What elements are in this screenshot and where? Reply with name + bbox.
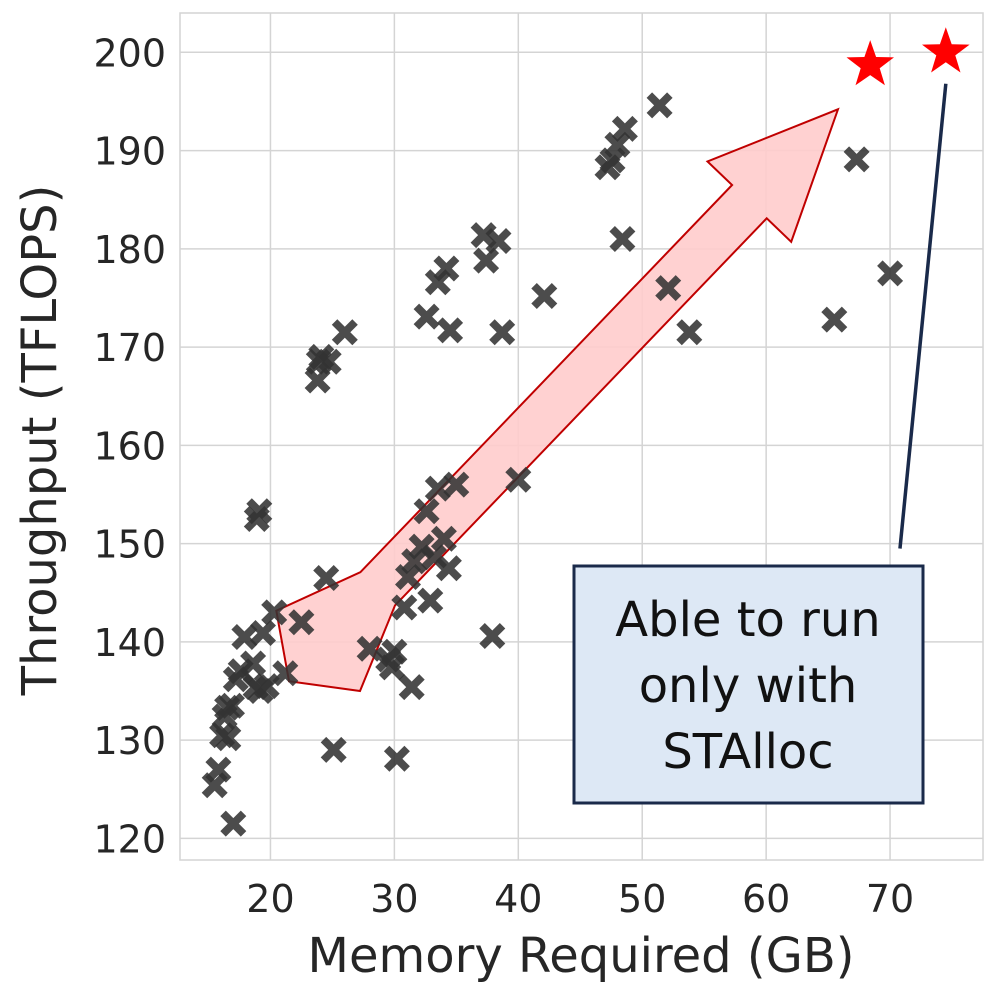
data-point-x-marker [413, 498, 440, 525]
data-point-x-marker [413, 303, 440, 330]
y-tick-labels: 120 130 140 150 160 170 180 190 200 [93, 31, 166, 861]
data-point-x-marker [430, 525, 457, 552]
data-point-x-marker [320, 736, 347, 763]
star-marker [846, 40, 894, 86]
y-tick-label: 190 [93, 130, 166, 174]
data-point-x-marker [331, 319, 358, 346]
data-point-x-marker [395, 564, 421, 590]
data-point-x-marker [250, 620, 276, 646]
data-point-x-marker [288, 609, 315, 636]
y-tick-label: 200 [93, 31, 166, 75]
data-point-x-marker [821, 306, 848, 333]
data-point-x-marker [383, 745, 410, 772]
data-point-x-marker [401, 548, 428, 575]
data-point-x-marker [315, 348, 342, 375]
y-tick-label: 140 [93, 621, 166, 665]
x-tick-label: 60 [742, 877, 790, 921]
data-point-x-marker [646, 92, 673, 119]
x-tick-label: 40 [494, 877, 542, 921]
x-axis-title: Memory Required (GB) [308, 928, 855, 984]
x-tick-label: 70 [866, 877, 914, 921]
y-tick-label: 150 [93, 523, 166, 567]
data-point-x-marker [219, 692, 245, 719]
data-point-x-marker [391, 594, 418, 621]
data-point-x-marker [424, 475, 451, 502]
data-point-x-marker [485, 228, 512, 254]
data-points [201, 92, 904, 837]
annotation-text-line: STAlloc [662, 724, 833, 780]
y-tick-label: 180 [93, 228, 166, 272]
data-point-x-marker [205, 756, 232, 783]
data-point-x-marker [443, 471, 470, 498]
data-point-x-marker [676, 319, 703, 346]
data-point-x-marker [272, 660, 299, 687]
data-point-x-marker [417, 587, 444, 614]
annotation-box-layer: Able to run only with STAlloc [572, 564, 925, 805]
y-tick-label: 170 [93, 326, 166, 370]
data-point-x-marker [215, 725, 242, 752]
data-point-x-marker [611, 115, 638, 142]
data-point-x-marker [470, 222, 497, 249]
data-point-x-marker [479, 623, 506, 649]
data-point-x-marker [433, 255, 460, 282]
data-point-x-marker [356, 635, 383, 662]
data-point-x-marker [505, 466, 532, 493]
data-point-x-marker [398, 674, 425, 701]
data-point-x-marker [655, 275, 682, 302]
y-tick-label: 120 [93, 817, 166, 861]
annotation-line-layer [898, 83, 948, 549]
data-point-x-marker [231, 624, 258, 650]
data-point-x-marker [489, 319, 516, 346]
annotation-text-line: Able to run [615, 592, 880, 648]
x-tick-label: 30 [370, 877, 418, 921]
plot-frame [179, 12, 984, 861]
x-tick-label: 20 [246, 877, 294, 921]
y-tick-label: 160 [93, 424, 166, 468]
y-tick-label: 130 [93, 719, 166, 763]
data-point-x-marker [313, 565, 340, 591]
data-point-x-marker [877, 260, 904, 287]
x-tick-label: 50 [618, 877, 666, 921]
data-point-x-marker [599, 147, 626, 174]
y-axis-title: Throughput (TFLOPS) [12, 185, 68, 697]
data-point-x-marker [437, 317, 464, 344]
data-point-x-marker [604, 131, 631, 158]
data-point-x-marker [253, 673, 280, 700]
annotation-box [572, 564, 925, 805]
annotation-text-line: only with [639, 658, 858, 714]
annotation-pointer-line [898, 83, 948, 549]
data-point-x-marker [435, 555, 462, 582]
data-point-x-marker [261, 599, 288, 626]
data-point-x-marker [240, 650, 267, 677]
star-marker [922, 27, 970, 73]
data-point-x-marker [609, 226, 636, 252]
data-point-x-marker [246, 498, 273, 525]
data-point-x-marker [843, 146, 870, 173]
data-point-x-marker [531, 283, 558, 309]
data-point-x-marker [381, 638, 408, 665]
data-point-x-marker [220, 810, 247, 837]
data-point-x-marker [473, 247, 500, 274]
highlight-stars [846, 27, 970, 86]
x-tick-labels: 20 30 40 50 60 70 [246, 877, 914, 921]
